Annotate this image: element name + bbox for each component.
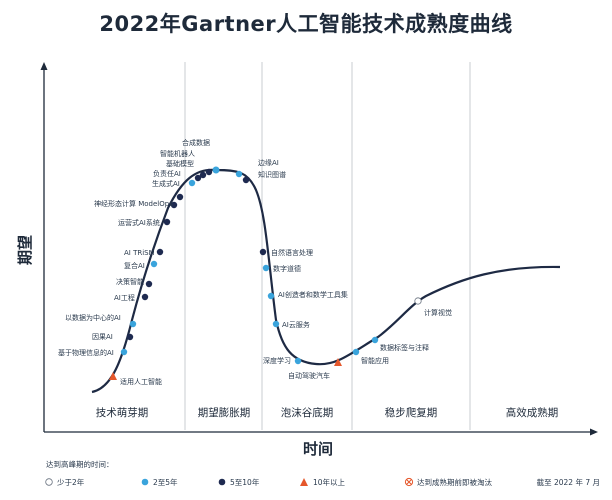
phase-labels: 技术萌芽期 期望膨胀期 泡沫谷底期 稳步爬复期 高效成熟期 bbox=[96, 406, 559, 419]
label-ai-engineering: AI工程 bbox=[114, 293, 135, 302]
label-synthetic-data: 合成数据 bbox=[182, 138, 210, 147]
marker-data-labeling bbox=[371, 336, 379, 344]
marker-smart-applications bbox=[352, 348, 360, 356]
legend-marker-white bbox=[45, 478, 53, 486]
marker-causal-ai bbox=[126, 333, 134, 341]
marker-ai-engineering bbox=[141, 293, 149, 301]
marker-physics-informed-ai bbox=[120, 348, 128, 356]
marker-operational-ai-systems bbox=[163, 218, 171, 226]
chart-title: 2022年Gartner人工智能技术成熟度曲线 bbox=[99, 12, 513, 36]
x-axis-arrow bbox=[590, 428, 598, 436]
label-ai-cloud-services: AI云服务 bbox=[282, 320, 310, 329]
label-decision-intelligence: 决策智能 bbox=[116, 277, 144, 286]
label-responsible-ai: 负责任AI bbox=[153, 169, 181, 178]
marker-smart-robots bbox=[205, 168, 213, 176]
phase-label-peak-of-inflated-expectations: 期望膨胀期 bbox=[198, 406, 251, 419]
marker-composite-ai bbox=[150, 260, 158, 268]
label-nlp: 自然语言处理 bbox=[271, 248, 313, 257]
marker-deep-learning bbox=[294, 357, 302, 365]
marker-knowledge-graphs bbox=[242, 176, 250, 184]
legend-marker-light-blue bbox=[141, 478, 149, 486]
label-knowledge-graphs: 知识图谱 bbox=[258, 170, 286, 179]
x-axis-label: 时间 bbox=[303, 440, 333, 458]
marker-autonomous-vehicles bbox=[334, 358, 342, 366]
label-composite-ai: 复合AI bbox=[124, 261, 145, 270]
phase-label-trough-of-disillusionment: 泡沫谷底期 bbox=[281, 406, 334, 419]
hype-curve bbox=[91, 168, 561, 394]
axes bbox=[40, 62, 598, 436]
marker-synthetic-data bbox=[212, 166, 220, 174]
legend-marker-dark-blue bbox=[218, 478, 226, 486]
legend-label-2-to-5: 2至5年 bbox=[153, 477, 178, 487]
phase-label-plateau-of-productivity: 高效成熟期 bbox=[506, 406, 559, 419]
marker-computer-vision bbox=[414, 297, 422, 305]
label-data-centric-ai: 以数据为中心的AI bbox=[65, 313, 121, 322]
legend-heading: 达到高峰期的时间： bbox=[46, 459, 114, 469]
legend-label-5-to-10: 5至10年 bbox=[230, 477, 260, 487]
legend: 达到高峰期的时间： 少于2年 2至5年 5至10年 10年以上 达到成熟期前即被… bbox=[45, 459, 600, 487]
label-causal-ai: 因果AI bbox=[92, 333, 113, 341]
marker-ai-trism bbox=[156, 248, 164, 256]
phase-label-innovation-trigger: 技术萌芽期 bbox=[96, 406, 149, 419]
legend-label-more-than-10: 10年以上 bbox=[313, 477, 346, 487]
marker-neuromorphic-computing bbox=[170, 201, 178, 209]
marker-ai-maker-toolkits bbox=[267, 292, 275, 300]
label-data-labeling: 数据标签与注释 bbox=[380, 343, 429, 352]
label-foundation-models: 基础模型 bbox=[166, 159, 194, 168]
marker-data-centric-ai bbox=[129, 320, 137, 328]
label-smart-applications: 智能应用 bbox=[361, 356, 389, 365]
y-axis-label: 期望 bbox=[16, 235, 34, 265]
phase-dividers bbox=[184, 62, 471, 430]
label-ai-maker-toolkits: AI创造者和数学工具集 bbox=[278, 290, 348, 299]
marker-responsible-ai bbox=[194, 174, 202, 182]
label-ai-trism: AI TRiSM bbox=[124, 249, 155, 257]
marker-generative-ai bbox=[188, 179, 196, 187]
label-digital-ethics: 数字道德 bbox=[273, 264, 301, 273]
technology-markers: 计算视觉 数据标签与注释 智能应用 自动驾驶汽车 深度学习 AI云服务 AI创造… bbox=[58, 138, 452, 386]
marker-nlp bbox=[259, 248, 267, 256]
marker-modelops bbox=[176, 193, 184, 201]
marker-edge-ai bbox=[235, 170, 243, 178]
label-adaptive-ai: 适用人工智能 bbox=[120, 377, 162, 386]
legend-marker-obsolete bbox=[404, 477, 414, 487]
label-autonomous-vehicles: 自动驾驶汽车 bbox=[288, 371, 330, 380]
label-computer-vision: 计算视觉 bbox=[424, 308, 452, 317]
marker-digital-ethics bbox=[262, 264, 270, 272]
legend-label-less-than-2: 少于2年 bbox=[57, 477, 85, 487]
label-smart-robots: 智能机器人 bbox=[160, 149, 195, 158]
y-axis-arrow bbox=[40, 62, 48, 70]
legend-label-obsolete: 达到成熟期前即被淘汰 bbox=[417, 477, 492, 487]
legend-date-note: 截至 2022 年 7 月 bbox=[537, 477, 600, 487]
label-edge-ai: 边缘AI bbox=[258, 158, 279, 167]
marker-adaptive-ai bbox=[109, 372, 117, 380]
phase-label-slope-of-enlightenment: 稳步爬复期 bbox=[385, 406, 438, 419]
label-physics-informed-ai: 基于物理信息的AI bbox=[58, 348, 114, 357]
legend-marker-orange bbox=[300, 478, 308, 486]
marker-foundation-models bbox=[199, 171, 207, 179]
marker-ai-cloud-services bbox=[272, 320, 280, 328]
label-operational-ai-systems: 运营式AI系统 bbox=[118, 218, 160, 227]
label-neuromorphic-modelops: 神经形态计算 ModelOps bbox=[94, 199, 173, 208]
marker-decision-intelligence bbox=[145, 280, 153, 288]
label-deep-learning: 深度学习 bbox=[263, 356, 291, 365]
label-generative-ai: 生成式AI bbox=[152, 179, 180, 188]
